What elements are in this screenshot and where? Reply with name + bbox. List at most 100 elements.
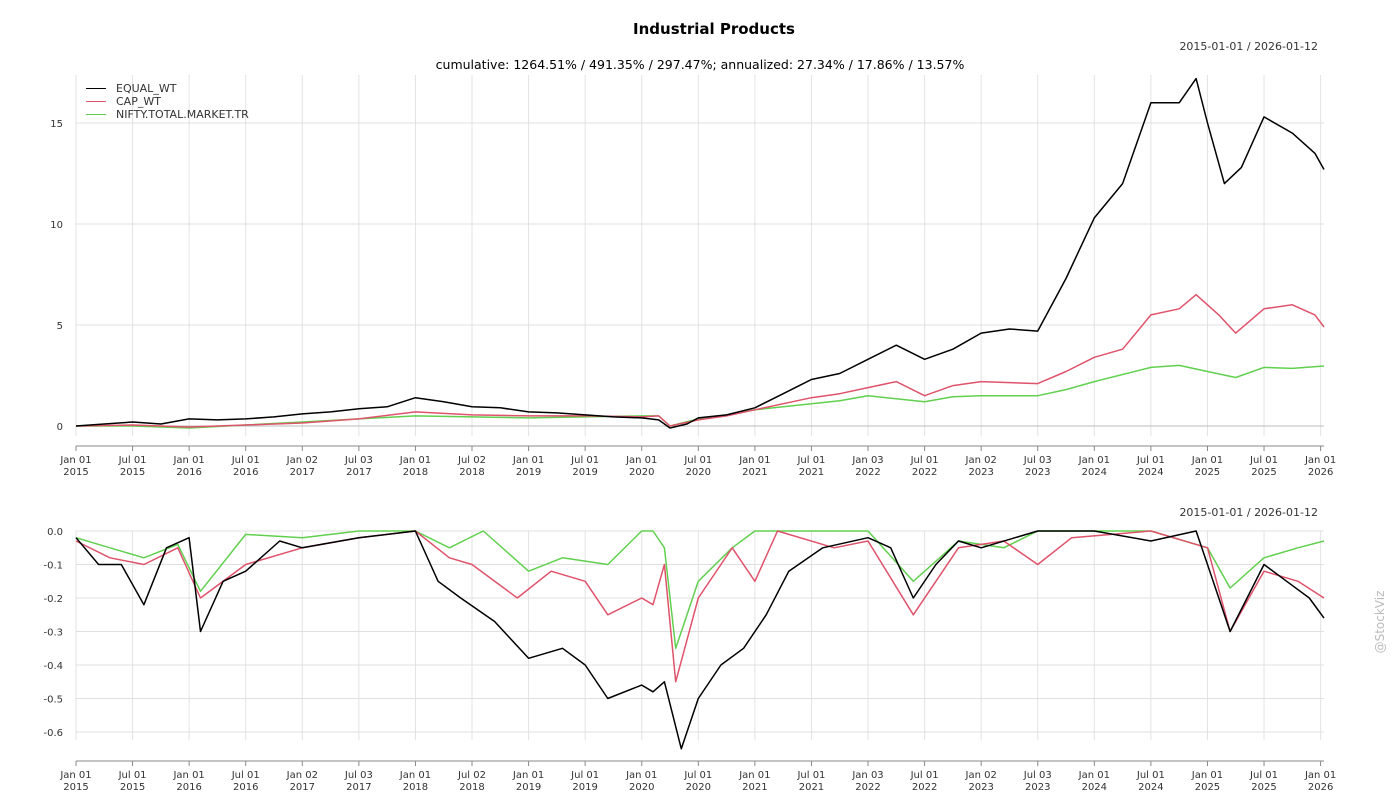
x-tick-label: Jan 01 (625, 455, 657, 466)
date-range-bottom: 2015-01-01 / 2026-01-12 (1179, 506, 1318, 519)
x-tick-label: Jan 01 (512, 770, 544, 781)
x-tick-label: Jan 01 (512, 455, 544, 466)
x-tick-label: 2026 (1308, 782, 1333, 793)
legend-item-nifty: NIFTY.TOTAL.MARKET.TR (86, 108, 249, 121)
x-tick-label: Jul 01 (683, 455, 712, 466)
legend-item-cap-wt: CAP_WT (86, 95, 249, 108)
x-tick-label: Jul 03 (1023, 455, 1052, 466)
x-tick-label: Jul 01 (683, 770, 712, 781)
x-tick-label: Jul 03 (1023, 770, 1052, 781)
x-tick-label: Jul 01 (910, 770, 939, 781)
x-tick-label: Jan 01 (59, 455, 91, 466)
y-tick-label: 0 (57, 422, 63, 433)
x-tick-label: Jul 03 (344, 770, 373, 781)
x-tick-label: Jul 01 (796, 455, 825, 466)
x-tick-label: 2021 (799, 782, 824, 793)
x-tick-label: Jul 01 (231, 770, 260, 781)
legend-label: NIFTY.TOTAL.MARKET.TR (116, 108, 249, 121)
x-tick-label: 2024 (1138, 782, 1163, 793)
x-tick-label: 2017 (346, 782, 371, 793)
y-tick-label: -0.3 (43, 628, 63, 639)
legend-swatch (86, 88, 106, 89)
legend-item-equal-wt: EQUAL_WT (86, 82, 249, 95)
y-tick-label: -0.6 (43, 728, 63, 739)
x-tick-label: 2020 (629, 782, 654, 793)
x-tick-label: Jan 02 (286, 455, 318, 466)
legend-swatch (86, 101, 106, 102)
y-tick-label: -0.1 (43, 561, 63, 572)
x-tick-label: 2016 (176, 467, 201, 478)
x-tick-label: 2023 (1025, 467, 1050, 478)
legend-label: CAP_WT (116, 95, 161, 108)
x-tick-label: 2025 (1251, 467, 1276, 478)
x-tick-label: Jul 01 (118, 455, 147, 466)
x-tick-label: 2015 (63, 467, 88, 478)
x-tick-label: Jul 02 (457, 455, 486, 466)
x-tick-label: Jan 01 (1304, 455, 1336, 466)
x-tick-label: Jan 01 (738, 770, 770, 781)
x-tick-label: Jan 01 (625, 770, 657, 781)
x-tick-label: Jan 01 (1078, 455, 1110, 466)
x-tick-label: 2018 (459, 782, 484, 793)
x-tick-label: Jul 01 (231, 455, 260, 466)
x-tick-label: 2020 (686, 782, 711, 793)
x-tick-label: Jan 01 (59, 770, 91, 781)
x-tick-label: Jan 03 (851, 770, 883, 781)
x-tick-label: 2022 (912, 467, 937, 478)
series-line-nifty-total-market-tr (76, 364, 1325, 429)
x-tick-label: 2019 (572, 782, 597, 793)
series-line-equal-wt (75, 77, 1325, 429)
series-line-cap-wt (75, 293, 1325, 428)
x-tick-label: 2025 (1195, 467, 1220, 478)
x-tick-label: Jan 03 (851, 455, 883, 466)
x-tick-label: 2016 (176, 782, 201, 793)
x-tick-label: 2022 (912, 782, 937, 793)
x-tick-label: 2018 (459, 467, 484, 478)
x-tick-label: Jul 02 (457, 770, 486, 781)
x-tick-label: 2015 (120, 782, 145, 793)
x-tick-label: 2015 (63, 782, 88, 793)
legend-swatch (86, 114, 106, 115)
x-tick-label: 2016 (233, 467, 258, 478)
x-tick-label: Jul 01 (1249, 770, 1278, 781)
x-tick-label: Jan 01 (738, 455, 770, 466)
legend-label: EQUAL_WT (116, 82, 177, 95)
x-tick-label: Jan 01 (399, 455, 431, 466)
x-tick-label: 2024 (1082, 782, 1107, 793)
x-tick-label: 2020 (686, 467, 711, 478)
x-tick-label: 2017 (290, 782, 315, 793)
y-tick-label: -0.4 (43, 661, 63, 672)
x-tick-label: Jul 01 (1136, 770, 1165, 781)
series-line-cap-wt (75, 530, 1325, 683)
x-tick-label: Jul 03 (344, 455, 373, 466)
x-tick-label: Jan 01 (1191, 455, 1223, 466)
x-tick-label: Jul 01 (1136, 455, 1165, 466)
x-tick-label: Jan 01 (172, 455, 204, 466)
x-tick-label: 2019 (516, 467, 541, 478)
x-tick-label: 2015 (120, 467, 145, 478)
x-tick-label: Jan 01 (1304, 770, 1336, 781)
x-tick-label: 2023 (968, 467, 993, 478)
series-line-equal-wt (75, 530, 1325, 750)
x-tick-label: Jul 01 (910, 455, 939, 466)
x-tick-label: 2022 (855, 782, 880, 793)
x-tick-label: 2016 (233, 782, 258, 793)
x-tick-label: 2019 (516, 782, 541, 793)
x-tick-label: 2017 (346, 467, 371, 478)
x-tick-label: 2021 (742, 782, 767, 793)
y-tick-label: -0.2 (43, 594, 63, 605)
x-tick-label: 2021 (742, 467, 767, 478)
x-tick-label: 2025 (1251, 782, 1276, 793)
x-tick-label: 2022 (855, 467, 880, 478)
x-tick-label: 2021 (799, 467, 824, 478)
x-tick-label: 2024 (1082, 467, 1107, 478)
series-line-nifty-total-market-tr (75, 530, 1325, 650)
x-tick-label: 2017 (290, 467, 315, 478)
x-tick-label: 2023 (968, 782, 993, 793)
x-tick-label: 2019 (572, 467, 597, 478)
x-tick-label: Jan 01 (399, 770, 431, 781)
watermark: @StockViz (1373, 590, 1387, 654)
chart-subtitle: cumulative: 1264.51% / 491.35% / 297.47%… (435, 57, 965, 72)
